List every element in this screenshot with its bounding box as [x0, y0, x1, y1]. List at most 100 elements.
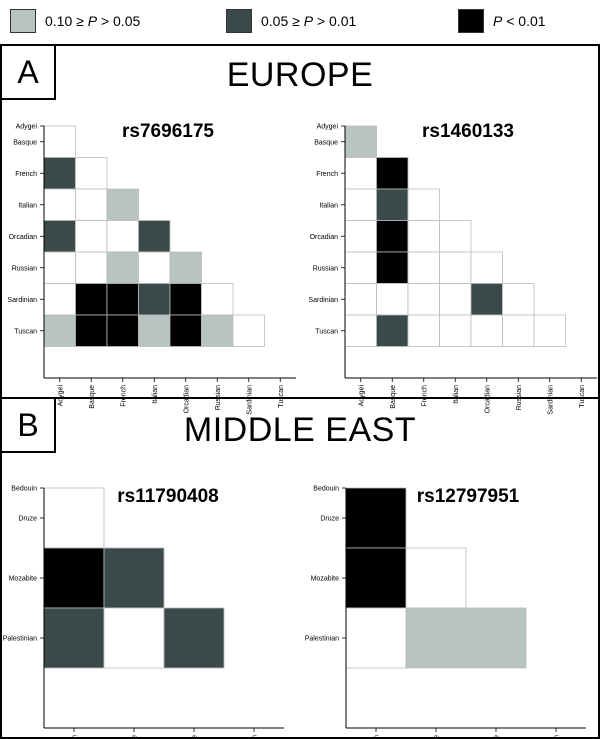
- legend-label-p: P: [303, 13, 314, 29]
- heatmap-cell: [232, 314, 265, 347]
- heatmap-cell: [103, 607, 165, 669]
- x-tick-label: Italian: [453, 385, 460, 404]
- y-tick-label: Orcadian: [310, 234, 339, 241]
- heatmap-cell: [344, 125, 377, 158]
- heatmap-cell: [405, 607, 467, 669]
- heatmap-cell: [344, 188, 377, 221]
- heatmap-cell: [43, 125, 76, 158]
- heatmap-cell: [103, 547, 165, 609]
- y-tick-label: Basque: [314, 139, 338, 146]
- x-tick-label: Tuscan: [278, 385, 285, 408]
- legend-label-p: P: [493, 13, 503, 29]
- x-tick-label: Orcadian: [183, 385, 190, 414]
- heatmap-cell: [138, 314, 171, 347]
- x-tick-label: Mozabite: [192, 735, 199, 739]
- heatmap-cell: [75, 220, 108, 253]
- heatmap-cell: [43, 157, 76, 190]
- y-tick-label: Russian: [313, 265, 338, 272]
- chart-title: rs1460133: [422, 121, 514, 142]
- heatmap-cell: [106, 314, 139, 347]
- heatmap-cell: [439, 251, 472, 284]
- heatmap-cell: [344, 283, 377, 316]
- heatmap-cell: [345, 487, 407, 549]
- heatmap-cell: [407, 251, 440, 284]
- y-tick-label: Bedouin: [313, 486, 339, 493]
- legend-label-post: > 0.01: [313, 13, 357, 29]
- legend-swatch-p05: [226, 9, 252, 33]
- heatmap-cell: [75, 314, 108, 347]
- x-tick-label: Adygei: [358, 385, 365, 407]
- heatmap-cell: [533, 314, 566, 347]
- heatmap-rs12797951: rs12797951 Bedouin Druze Mozabite Palestinia…: [305, 486, 586, 739]
- x-tick-label: Palestinian: [252, 735, 259, 739]
- x-tick-label: Russian: [516, 385, 523, 410]
- heatmap-cell: [169, 251, 202, 284]
- legend-item-p10: 0.10 ≥ P > 0.05: [10, 8, 140, 34]
- heatmap-cell: [43, 251, 76, 284]
- panel-region-title: EUROPE: [226, 56, 374, 94]
- heatmap-cell: [376, 314, 409, 347]
- x-tick-label: Russian: [215, 385, 222, 410]
- x-tick-label: Druze: [132, 735, 139, 739]
- heatmap-cell: [201, 283, 234, 316]
- legend: 0.10 ≥ P > 0.05 0.05 ≥ P > 0.01 P < 0.01: [0, 0, 600, 44]
- y-tick-label: Sardinian: [7, 297, 37, 304]
- heatmap-cell: [376, 251, 409, 284]
- x-tick-label: Orcadian: [484, 385, 491, 414]
- heatmap-cell: [43, 314, 76, 347]
- x-tick-label: Sardinian: [246, 385, 253, 415]
- legend-label-post: < 0.01: [502, 13, 546, 29]
- x-tick-label: Bedouin: [72, 735, 79, 739]
- heatmap-cell: [138, 251, 171, 284]
- heatmap-cell: [407, 220, 440, 253]
- x-tick-label: Mozabite: [494, 735, 501, 739]
- heatmap-cell: [138, 283, 171, 316]
- heatmap-cell: [470, 251, 503, 284]
- heatmap-cell: [376, 283, 409, 316]
- x-tick-label: Italian: [152, 385, 159, 404]
- y-tick-label: Palestinian: [305, 636, 339, 643]
- heatmap-cell: [439, 220, 472, 253]
- chart-title: rs11790408: [117, 486, 218, 507]
- x-tick-label: Adygei: [57, 385, 64, 407]
- heatmap-cell: [470, 283, 503, 316]
- heatmap-cell: [75, 251, 108, 284]
- heatmap-cell: [106, 220, 139, 253]
- heatmap-cell: [345, 547, 407, 609]
- heatmap-cell: [43, 547, 105, 609]
- heatmap-rs1460133: rs1460133 Adygei Basque French Italian Orcadi…: [308, 121, 597, 415]
- x-tick-label: Sardinian: [547, 385, 554, 415]
- heatmap-cell: [106, 283, 139, 316]
- legend-label-p: P: [87, 13, 98, 29]
- y-tick-label: Adygei: [317, 124, 339, 131]
- heatmap-cell: [75, 157, 108, 190]
- heatmap-cell: [75, 283, 108, 316]
- heatmap-cell: [163, 607, 225, 669]
- heatmap-cell: [376, 220, 409, 253]
- heatmap-cell: [405, 547, 467, 609]
- y-tick-label: French: [15, 171, 37, 178]
- y-tick-label: Italian: [319, 202, 338, 209]
- panel-letter: B: [0, 397, 56, 453]
- heatmap-cell: [344, 251, 377, 284]
- legend-item-p05: 0.05 ≥ P > 0.01: [226, 8, 356, 34]
- heatmap-cell: [407, 314, 440, 347]
- heatmap-cell: [43, 283, 76, 316]
- heatmap-cell: [407, 283, 440, 316]
- heatmap-cell: [376, 188, 409, 221]
- y-tick-label: Russian: [12, 265, 37, 272]
- heatmap-cell: [439, 314, 472, 347]
- legend-label-pre: 0.10 ≥: [45, 13, 88, 29]
- y-tick-label: Druze: [320, 516, 339, 523]
- x-tick-label: Druze: [434, 735, 441, 739]
- heatmap-rs7696175: rs7696175 Adygei Basque French Italian Orcadi…: [7, 121, 296, 415]
- panel-letter: A: [0, 44, 56, 100]
- heatmap-cell: [169, 283, 202, 316]
- y-tick-label: French: [316, 171, 338, 178]
- heatmap-cell: [344, 220, 377, 253]
- x-tick-label: Tuscan: [579, 385, 586, 408]
- y-tick-label: Druze: [18, 516, 37, 523]
- heatmap-cell: [75, 188, 108, 221]
- heatmap-cell: [138, 220, 171, 253]
- heatmap-cell: [439, 283, 472, 316]
